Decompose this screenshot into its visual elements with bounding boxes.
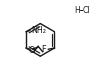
Text: Cl: Cl <box>83 6 90 15</box>
Text: H: H <box>75 6 80 15</box>
Text: NH₂: NH₂ <box>31 26 46 35</box>
Text: F: F <box>41 45 46 54</box>
Text: O: O <box>28 46 34 55</box>
